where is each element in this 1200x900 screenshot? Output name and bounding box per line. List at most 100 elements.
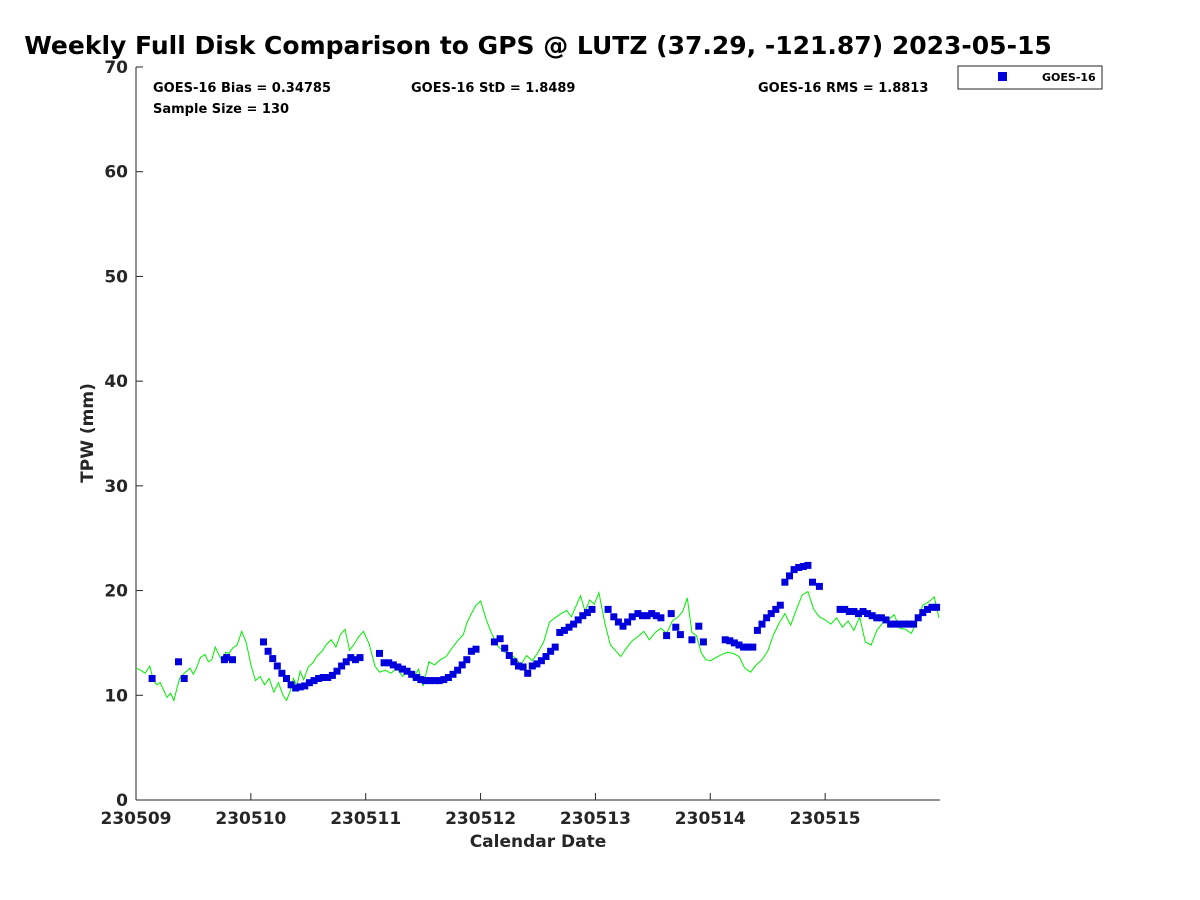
y-tick-label: 40 (104, 372, 128, 392)
goes-point (403, 667, 411, 675)
goes-point (850, 608, 858, 615)
goes-point (873, 614, 881, 622)
goes-point (882, 616, 890, 624)
goes-point (663, 632, 671, 640)
goes-point (175, 658, 182, 666)
goes-point (524, 669, 532, 677)
goes-point (652, 612, 660, 620)
goes-point (551, 643, 559, 651)
goes-point (628, 613, 636, 621)
goes-point (891, 620, 899, 628)
goes-point (767, 610, 775, 618)
goes-point (501, 644, 509, 652)
goes-point (763, 614, 771, 622)
goes-point (776, 601, 784, 609)
goes-point (560, 626, 568, 634)
goes-point (570, 620, 578, 628)
goes-point (408, 670, 416, 678)
goes-point (328, 671, 336, 679)
axes (135, 67, 940, 801)
goes-point (333, 667, 341, 675)
goes-point (688, 636, 696, 644)
goes-point (351, 656, 359, 664)
goes-point (799, 563, 807, 570)
x-ticks: 230509 230510 230511 230512 230513 230514 2305… (101, 793, 861, 829)
goes-point (385, 659, 393, 667)
goes-point (180, 675, 188, 682)
goes-point (610, 613, 618, 621)
x-tick-label: 230511 (330, 809, 401, 829)
goes-series (148, 561, 941, 692)
x-tick-label: 230512 (445, 809, 516, 829)
x-axis-label: Calendar Date (470, 832, 607, 852)
goes-point (900, 620, 908, 628)
goes-point (421, 677, 429, 685)
goes-point (454, 666, 462, 674)
goes-point (356, 654, 364, 662)
stat-sample-size: Sample Size = 130 (153, 102, 289, 117)
goes-point (841, 605, 849, 613)
goes-point (604, 605, 612, 613)
goes-point (537, 657, 545, 665)
goes-point (624, 618, 632, 626)
goes-point (389, 661, 397, 669)
y-tick-label: 30 (104, 477, 128, 497)
goes-point (887, 620, 895, 628)
goes-point (574, 616, 582, 624)
goes-point (614, 618, 622, 626)
goes-point (273, 662, 281, 670)
goes-point (319, 674, 327, 681)
y-tick-label: 0 (116, 791, 128, 811)
goes-point (435, 677, 443, 685)
goes-point (676, 631, 684, 639)
goes-point (510, 658, 518, 666)
goes-point (269, 655, 277, 663)
goes-point (338, 662, 346, 670)
chart-title: Weekly Full Disk Comparison to GPS @ LUT… (24, 31, 1052, 60)
legend: GOES-16 (957, 65, 1103, 90)
goes-point (380, 659, 388, 667)
goes-point (877, 614, 885, 622)
goes-point (781, 578, 789, 586)
goes-point (740, 643, 748, 651)
goes-point (565, 623, 573, 631)
goes-point (376, 649, 383, 657)
goes-point (864, 610, 872, 618)
x-tick-label: 230510 (215, 809, 286, 829)
goes-point (310, 677, 318, 685)
gps-line (135, 590, 940, 702)
goes-point (505, 652, 513, 659)
goes-point (648, 610, 656, 618)
goes-point (412, 674, 420, 681)
goes-point (444, 674, 452, 681)
goes-point (515, 662, 522, 670)
goes-point (426, 677, 434, 685)
goes-point (744, 643, 752, 651)
goes-point (528, 662, 536, 670)
y-tick-label: 20 (104, 582, 128, 602)
goes-point (815, 582, 823, 590)
goes-point (859, 608, 867, 615)
goes-point (394, 663, 402, 671)
goes-point (804, 561, 812, 569)
goes-point (490, 638, 498, 646)
y-tick-label: 50 (104, 267, 128, 287)
goes-point (914, 614, 922, 622)
goes-point (315, 675, 323, 682)
goes-point (809, 578, 816, 586)
stat-bias: GOES-16 Bias = 0.34785 (153, 81, 331, 96)
goes-point (431, 677, 439, 685)
x-tick-label: 230513 (560, 809, 631, 829)
goes-point (260, 638, 267, 646)
goes-point (579, 612, 587, 620)
goes-point (324, 674, 332, 681)
goes-point (672, 623, 680, 631)
goes-point (440, 676, 448, 684)
goes-point (868, 612, 876, 620)
goes-point (229, 656, 236, 664)
goes-point (730, 639, 738, 647)
y-tick-label: 70 (104, 58, 128, 78)
goes-point (726, 637, 734, 645)
goes-point (643, 612, 651, 620)
